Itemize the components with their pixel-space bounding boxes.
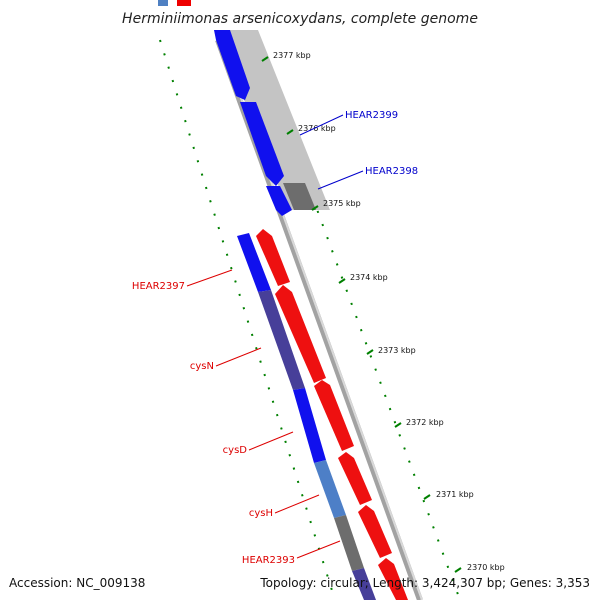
tick-mark [366, 349, 374, 355]
gene-arrow-forward[interactable] [237, 233, 271, 292]
gene-label-hear2399[interactable]: HEAR2399 [345, 110, 398, 121]
tick-mark [261, 56, 269, 62]
gene-label-hear2397[interactable]: HEAR2397 [132, 281, 185, 292]
tick-label: 2370 kbp [467, 563, 505, 572]
tick-2372: 2372 kbp [394, 418, 444, 428]
gene-leader-cysd [248, 431, 294, 451]
gene-arrow-forward[interactable] [293, 388, 326, 463]
gene-label-cysn[interactable]: cysN [190, 361, 214, 372]
map-title: Herminiimonas arsenicoxydans, complete g… [122, 11, 478, 27]
tick-label: 2372 kbp [406, 418, 444, 427]
gene-leader-hear2399 [299, 114, 344, 136]
gene-arrow-forward[interactable] [214, 30, 250, 100]
tick-2375: 2375 kbp [311, 199, 361, 211]
gene-arrow-reverse[interactable] [314, 380, 354, 451]
tick-mark [286, 129, 294, 135]
tick-label: 2376 kbp [298, 124, 336, 133]
gene-label-cysd[interactable]: cysD [223, 445, 248, 456]
tick-label: 2373 kbp [378, 346, 416, 355]
genome-summary-text: Topology: circular; Length: 3,424,307 bp… [259, 576, 590, 590]
accession-text: Accession: NC_009138 [9, 576, 145, 590]
gene-label-hear2398[interactable]: HEAR2398 [365, 166, 418, 177]
tick-2377: 2377 kbp [261, 51, 311, 62]
tick-2376: 2376 kbp [286, 124, 336, 135]
gene-arrow-reverse[interactable] [378, 558, 408, 600]
tick-label: 2374 kbp [350, 273, 388, 282]
gene-arrow-forward[interactable] [240, 102, 284, 186]
tick-2371: 2371 kbp [423, 490, 474, 500]
gene-block-purple [258, 290, 305, 390]
tick-2370: 2370 kbp [454, 563, 505, 573]
gene-arrow-stub [158, 0, 168, 6]
tick-mark [311, 205, 319, 211]
gene-leader-cysh [274, 494, 320, 514]
gene-arrow-reverse[interactable] [275, 285, 326, 383]
tick-label: 2375 kbp [323, 199, 361, 208]
gene-block-purple [352, 568, 376, 600]
gene-block-gray [334, 515, 364, 571]
gene-arrow-reverse[interactable] [256, 229, 290, 286]
gene-leader-hear2398 [317, 170, 364, 190]
gene-arrow-forward[interactable] [266, 186, 292, 216]
gene-label-cysh[interactable]: cysH [249, 508, 273, 519]
tick-label: 2377 kbp [273, 51, 311, 60]
tick-mark [394, 422, 402, 428]
gene-arrow-reverse[interactable] [338, 452, 372, 505]
gene-leader-hear2393 [296, 540, 341, 559]
gene-leader-hear2397 [186, 269, 233, 287]
tick-label: 2371 kbp [436, 490, 474, 499]
gene-arrow-stub [177, 0, 191, 6]
backbone-upper-dark [283, 183, 316, 210]
gene-block-steel [314, 460, 346, 518]
tick-mark [454, 567, 462, 573]
tick-mark [338, 278, 346, 284]
gene-label-hear2393[interactable]: HEAR2393 [242, 555, 295, 566]
tick-mark [423, 494, 431, 500]
tick-2373: 2373 kbp [366, 346, 416, 355]
gene-leader-cysn [215, 347, 262, 367]
tick-2374: 2374 kbp [338, 273, 388, 284]
gene-arrow-reverse[interactable] [358, 505, 392, 558]
